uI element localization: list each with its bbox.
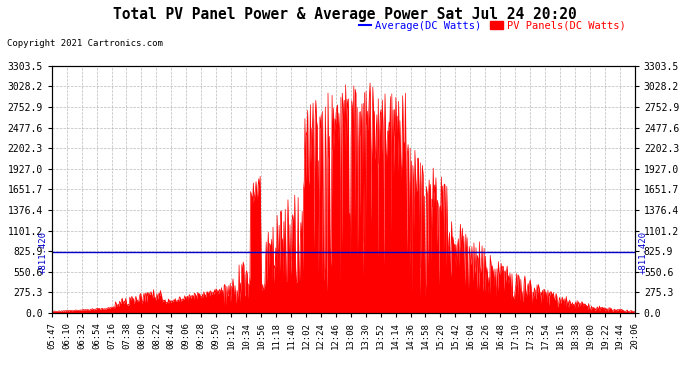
Legend: Average(DC Watts), PV Panels(DC Watts): Average(DC Watts), PV Panels(DC Watts)	[355, 16, 629, 35]
Text: Total PV Panel Power & Average Power Sat Jul 24 20:20: Total PV Panel Power & Average Power Sat…	[113, 8, 577, 22]
Text: Copyright 2021 Cartronics.com: Copyright 2021 Cartronics.com	[7, 39, 163, 48]
Text: +811.420: +811.420	[39, 231, 48, 274]
Text: +811.420: +811.420	[639, 231, 648, 274]
